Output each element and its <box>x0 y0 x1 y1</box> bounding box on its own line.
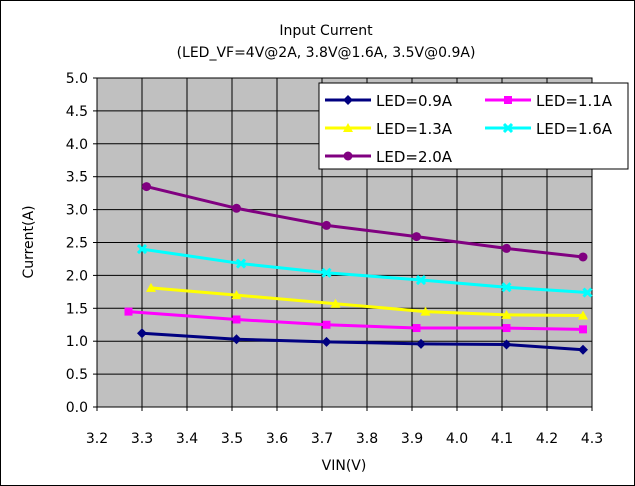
data-point <box>578 252 588 262</box>
x-tick-label: 3.3 <box>131 431 153 447</box>
series-3 <box>136 244 593 298</box>
data-point <box>321 267 332 278</box>
legend-marker <box>343 95 353 105</box>
x-tick-label: 4.0 <box>446 431 468 447</box>
y-axis-ticks: 0.0 0.5 1.0 1.5 2.0 2.5 3.0 3.5 4.0 4.5 5.0 <box>66 71 97 416</box>
data-point <box>137 328 147 339</box>
y-tick-label: 0.0 <box>66 400 88 416</box>
x-tick-label: 3.7 <box>311 431 333 447</box>
x-tick-label: 3.2 <box>86 431 108 447</box>
y-tick-label: 0.5 <box>66 367 88 383</box>
data-point <box>420 306 431 316</box>
data-point <box>501 339 512 350</box>
series-line <box>141 331 584 352</box>
legend-marker <box>343 123 353 132</box>
y-tick-label: 1.5 <box>66 301 88 317</box>
series-0 <box>137 328 588 355</box>
legend-marker <box>502 122 514 134</box>
data-point <box>232 315 241 324</box>
series-layer <box>124 182 593 355</box>
data-point <box>412 232 421 242</box>
y-tick-label: 5.0 <box>66 71 88 87</box>
series-1 <box>124 307 587 334</box>
y-tick-label: 1.0 <box>66 334 88 350</box>
y-tick-label: 3.5 <box>66 170 88 186</box>
data-point <box>501 282 512 293</box>
data-point <box>578 344 588 355</box>
data-point <box>321 336 332 347</box>
data-point <box>235 258 247 269</box>
data-point <box>231 290 242 300</box>
x-axis-ticks: 3.2 3.3 3.4 3.5 3.6 3.7 3.8 3.9 4.0 4.1 4.2 4.3 <box>86 407 603 447</box>
series-2 <box>146 282 588 320</box>
series-line <box>128 310 584 331</box>
series-4 <box>142 182 588 262</box>
x-tick-label: 3.6 <box>266 431 288 447</box>
y-tick-label: 3.0 <box>66 203 88 219</box>
x-tick-label: 4.1 <box>491 431 513 447</box>
legend-entry: LED=1.3A <box>325 120 453 138</box>
legend-entry: LED=2.0A <box>325 148 453 166</box>
legend: LED=0.9A LED=1.1A LED=1.3A LED=1.6A LED=2.0A <box>318 82 629 170</box>
data-point <box>124 307 133 316</box>
data-point <box>322 320 331 329</box>
chart-subtitle: (LED_VF=4V@2A, 3.8V@1.6A, 3.5V@0.9A) <box>177 45 476 61</box>
y-tick-label: 4.0 <box>66 137 88 153</box>
data-point <box>502 243 511 253</box>
data-point <box>501 309 512 319</box>
y-axis-label: Current(A) <box>21 205 37 278</box>
data-point <box>578 310 588 320</box>
legend-label: LED=1.6A <box>536 120 613 138</box>
data-point <box>142 182 151 192</box>
data-point <box>232 203 241 213</box>
x-tick-label: 3.9 <box>401 431 423 447</box>
legend-marker <box>504 96 512 104</box>
legend-label: LED=1.1A <box>536 92 613 110</box>
data-point <box>502 324 511 333</box>
data-point <box>579 325 587 334</box>
legend-label: LED=2.0A <box>376 148 453 166</box>
data-point <box>416 338 426 349</box>
series-line <box>150 286 584 318</box>
x-tick-label: 3.4 <box>176 431 198 447</box>
legend-entry: LED=1.6A <box>485 120 613 138</box>
y-tick-label: 4.5 <box>66 104 88 120</box>
x-axis-label: VIN(V) <box>322 458 367 474</box>
data-point <box>146 282 156 292</box>
x-tick-label: 3.5 <box>221 431 243 447</box>
legend-label: LED=1.3A <box>376 120 453 138</box>
data-point <box>322 220 331 230</box>
data-point <box>415 274 427 286</box>
x-tick-label: 4.2 <box>536 431 558 447</box>
data-point <box>231 334 242 345</box>
data-point <box>582 287 593 298</box>
x-tick-label: 3.8 <box>356 431 378 447</box>
chart-title: Input Current <box>279 23 373 39</box>
legend-marker <box>343 151 353 161</box>
legend-label: LED=0.9A <box>376 92 453 110</box>
data-point <box>412 324 421 333</box>
series-line <box>146 185 584 259</box>
y-tick-label: 2.0 <box>66 268 88 284</box>
data-point <box>136 244 148 255</box>
legend-entry: LED=1.1A <box>485 92 613 110</box>
y-tick-label: 2.5 <box>66 236 88 252</box>
data-point <box>330 298 341 308</box>
legend-entry: LED=0.9A <box>325 92 453 110</box>
x-tick-label: 4.3 <box>581 431 603 447</box>
series-line <box>141 247 588 295</box>
